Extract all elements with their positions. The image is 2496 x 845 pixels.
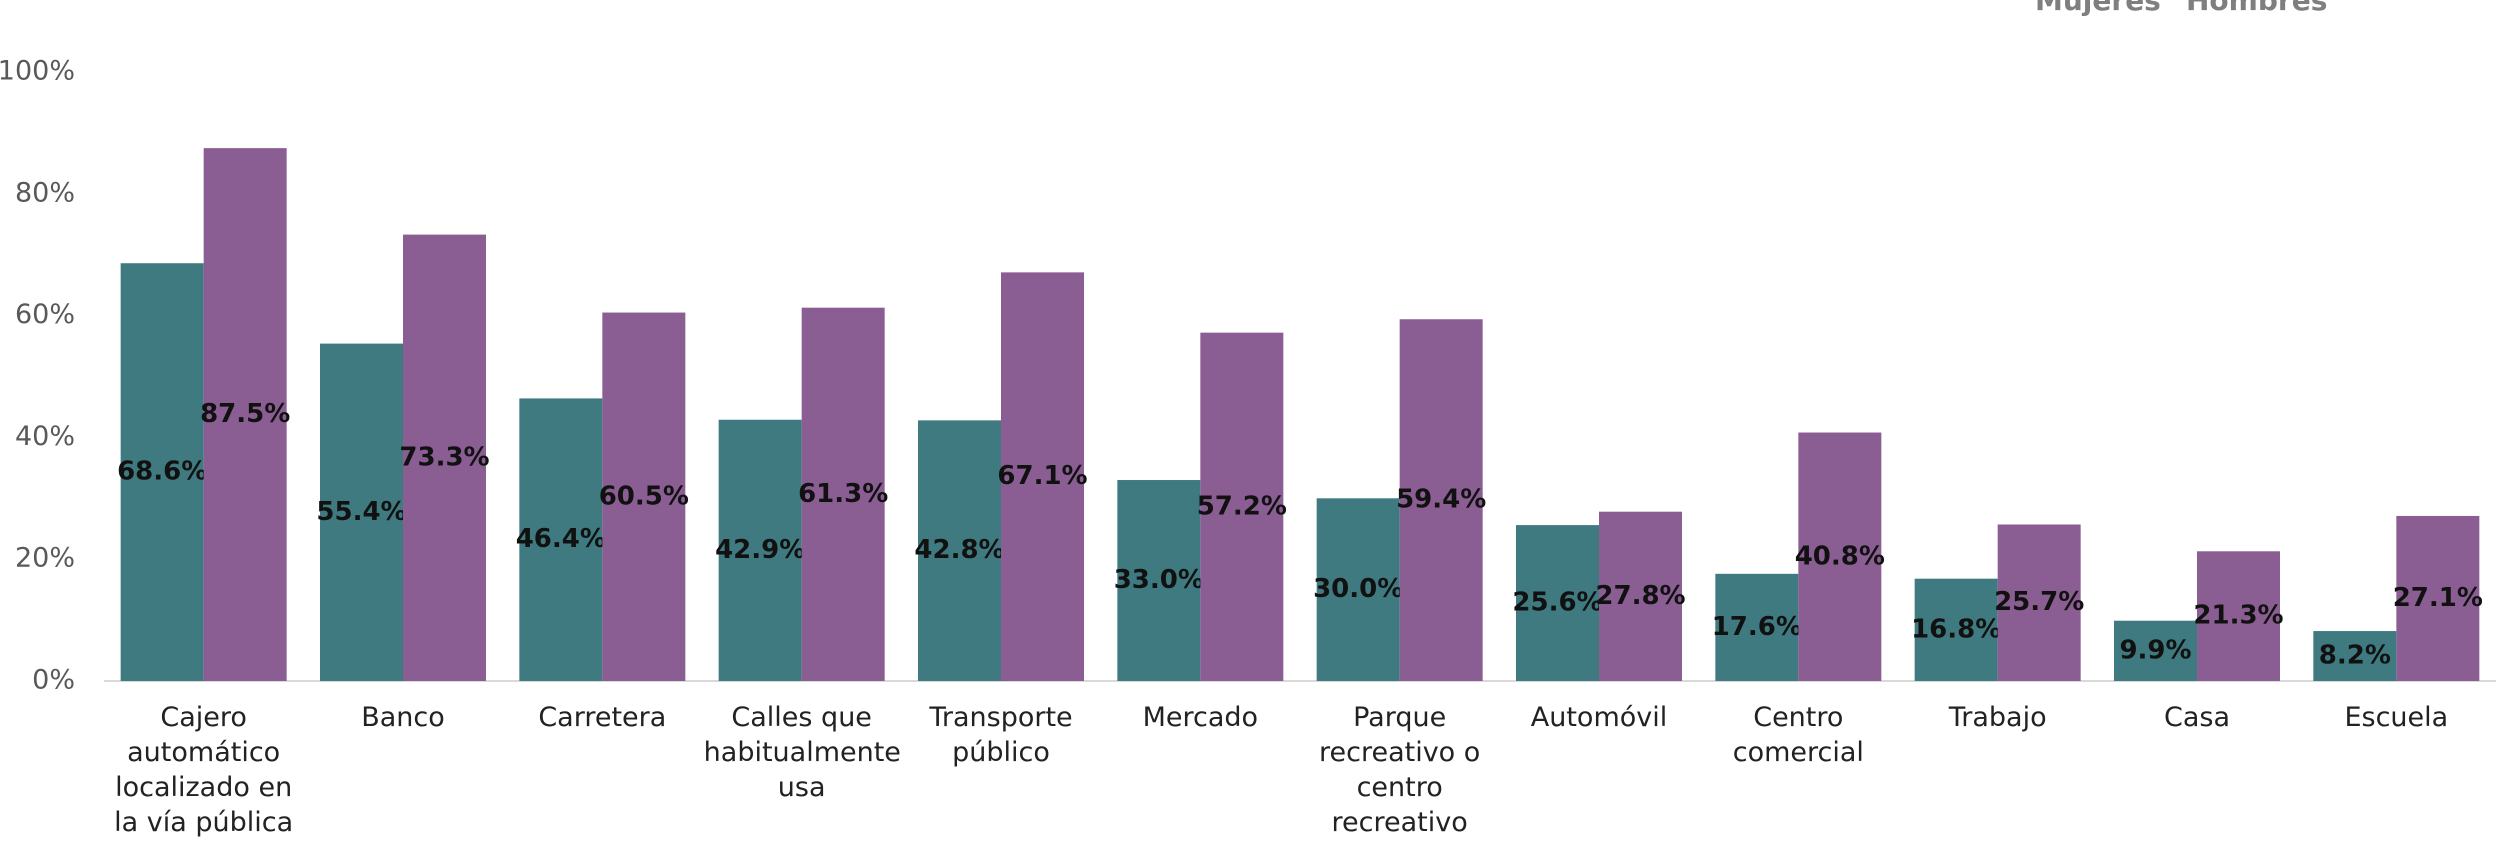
data-label: 33.0% [1114,565,1204,595]
data-label: 30.0% [1313,574,1403,604]
data-label: 40.8% [1795,541,1885,571]
y-tick-label: 20% [15,543,75,574]
data-label: 61.3% [798,479,888,509]
data-label: 16.8% [1911,614,2001,644]
bar [1117,480,1201,681]
bar [120,263,204,681]
bar [2197,551,2280,681]
bar [1200,332,1284,681]
bar [1316,498,1400,681]
x-tick-label: Automóvil [1530,702,1668,733]
data-label: 46.4% [516,524,606,554]
data-label: 27.1% [2393,583,2483,613]
data-label: 59.4% [1396,485,1486,515]
x-tick-label: Calles que habitualmente usa [703,702,901,803]
x-tick-label: Mercado [1142,702,1259,733]
bar [718,419,802,681]
data-label: 42.9% [715,535,805,565]
x-tick-label: Parque recreativo o centro recreativo [1318,702,1481,838]
data-label: 9.9% [2119,635,2191,665]
bar [1001,272,1084,681]
y-tick-label: 0% [32,665,75,696]
bar [519,398,603,681]
data-label: 60.5% [599,481,689,511]
data-label: 87.5% [200,399,290,429]
bar [1798,432,1882,681]
bar [2114,620,2197,681]
data-label: 55.4% [316,497,406,527]
y-tick-label: 60% [15,299,75,330]
data-label: 25.6% [1512,588,1602,618]
data-label: 42.8% [914,535,1004,565]
bar [918,420,1001,681]
x-tick-label: Banco [361,702,445,733]
legend-label: Hombres [2186,0,2327,17]
bar [2313,631,2397,681]
bar [1516,525,1599,681]
x-tick-label: Cajero automático localizado en la vía p… [114,702,294,838]
x-tick-label: Escuela [2344,702,2449,733]
y-tick-label: 100% [0,56,75,87]
data-label: 57.2% [1197,491,1287,521]
bar [320,343,403,681]
bar [1997,524,2081,681]
data-label: 73.3% [399,442,489,472]
x-tick-label: Casa [2163,702,2230,733]
y-tick-label: 80% [15,177,75,208]
x-tick-label: Trabajo [1948,702,2047,733]
data-label: 67.1% [997,461,1087,491]
x-tick-label: Centro comercial [1732,702,1864,768]
data-label: 25.7% [1994,587,2084,617]
bar [602,312,686,681]
data-label: 17.6% [1712,612,1802,642]
bar [801,307,885,681]
bar [1599,511,1682,681]
bar [1914,578,1998,681]
data-label: 27.8% [1595,581,1685,611]
legend-label: Mujeres [2035,0,2161,17]
bar [1715,573,1799,681]
bar [403,234,486,681]
x-tick-label: Transporte público [929,702,1073,768]
bar [2396,515,2480,681]
x-tick-label: Carretera [538,702,667,733]
data-label: 68.6% [117,457,207,487]
bar [203,148,287,681]
data-label: 21.3% [2193,601,2283,631]
y-tick-label: 40% [15,421,75,452]
data-label: 8.2% [2319,641,2391,671]
bar [1399,319,1483,681]
